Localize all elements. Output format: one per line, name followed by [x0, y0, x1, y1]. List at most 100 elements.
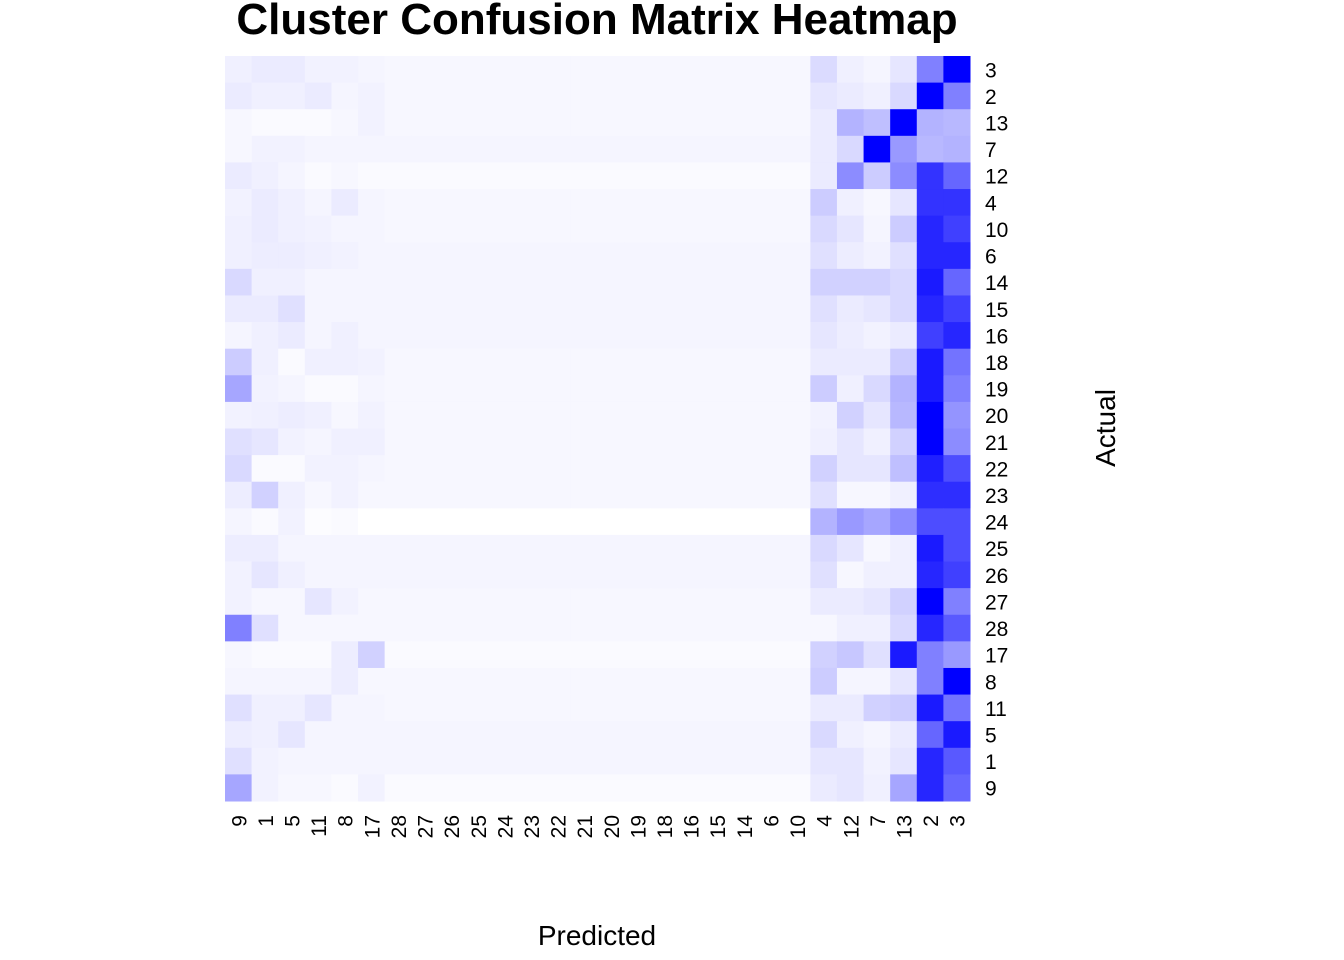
heatmap-cell	[677, 189, 705, 217]
heatmap-cell	[491, 401, 519, 429]
x-tick-label: 22	[548, 815, 571, 838]
y-tick-label: 9	[985, 778, 997, 801]
heatmap-cell	[570, 295, 598, 323]
heatmap-cell	[783, 242, 811, 270]
heatmap-cell	[384, 747, 412, 775]
heatmap-cell	[810, 694, 838, 722]
heatmap-cell	[411, 588, 439, 616]
heatmap-cell	[251, 614, 279, 642]
heatmap-cell	[943, 508, 971, 536]
heatmap-cell	[916, 242, 944, 270]
heatmap-cell	[278, 721, 306, 749]
heatmap-cell	[358, 481, 386, 509]
y-tick-label: 25	[985, 538, 1008, 561]
heatmap-cell	[943, 534, 971, 563]
heatmap-cell	[863, 401, 891, 429]
x-tick-label: 9	[228, 815, 251, 827]
heatmap-cell	[491, 428, 519, 456]
heatmap-cell	[464, 322, 492, 350]
heatmap-cell	[943, 481, 971, 509]
heatmap-cell	[703, 189, 732, 217]
heatmap-cell	[943, 375, 971, 403]
heatmap-cell	[304, 162, 332, 190]
heatmap-cell	[810, 375, 838, 403]
y-tick-label: 12	[985, 166, 1008, 189]
heatmap-cell	[331, 561, 359, 589]
heatmap-cell	[278, 109, 306, 137]
heatmap-cell	[916, 641, 944, 669]
heatmap-cell	[757, 428, 785, 456]
heatmap-cell	[730, 322, 758, 350]
heatmap-cell	[544, 774, 572, 802]
heatmap-cell	[836, 614, 865, 642]
y-tick-label: 11	[985, 698, 1007, 721]
heatmap-cell	[437, 561, 465, 589]
heatmap-cell	[331, 215, 359, 243]
heatmap-cell	[411, 215, 439, 243]
heatmap-cell	[943, 455, 971, 483]
heatmap-cell	[225, 322, 253, 350]
heatmap-cell	[597, 614, 625, 642]
heatmap-cell	[411, 667, 439, 696]
heatmap-cell	[570, 481, 598, 509]
heatmap-cell	[943, 401, 971, 429]
heatmap-cell	[437, 667, 465, 696]
heatmap-cell	[304, 348, 332, 376]
y-tick-label: 8	[985, 671, 997, 694]
heatmap-cell	[358, 561, 386, 589]
heatmap-cell	[703, 268, 732, 296]
heatmap-cell	[544, 109, 572, 137]
heatmap-cell	[358, 322, 386, 350]
heatmap-cell	[890, 774, 918, 802]
heatmap-cell	[544, 322, 572, 350]
heatmap-cell	[863, 109, 891, 137]
heatmap-cell	[863, 189, 891, 217]
heatmap-cell	[464, 162, 492, 190]
heatmap-cell	[331, 322, 359, 350]
heatmap-cell	[624, 375, 652, 403]
heatmap-cell	[570, 56, 598, 84]
heatmap-cell	[836, 82, 865, 110]
x-tick-label: 21	[574, 815, 597, 838]
heatmap-cell	[757, 588, 785, 616]
heatmap-cell	[544, 641, 572, 669]
heatmap-cell	[810, 774, 838, 802]
heatmap-cell	[757, 162, 785, 190]
heatmap-cell	[251, 242, 279, 270]
heatmap-cell	[890, 401, 918, 429]
heatmap-cell	[251, 481, 279, 509]
heatmap-cell	[810, 614, 838, 642]
heatmap-cell	[810, 135, 838, 163]
heatmap-cell	[358, 455, 386, 483]
heatmap-cell	[757, 614, 785, 642]
heatmap-cell	[384, 348, 412, 376]
heatmap-cell	[331, 641, 359, 669]
heatmap-cell	[783, 189, 811, 217]
heatmap-cell	[570, 268, 598, 296]
heatmap-cell	[331, 588, 359, 616]
heatmap-cell	[916, 747, 944, 775]
heatmap-cell	[863, 56, 891, 84]
heatmap-cell	[384, 774, 412, 802]
heatmap-cell	[251, 162, 279, 190]
heatmap-cell	[358, 588, 386, 616]
heatmap-cell	[836, 534, 865, 563]
heatmap-cell	[783, 215, 811, 243]
heatmap-cell	[757, 375, 785, 403]
heatmap-cell	[863, 534, 891, 563]
heatmap-cell	[916, 455, 944, 483]
heatmap-cell	[491, 455, 519, 483]
heatmap-cell	[863, 694, 891, 722]
heatmap-cell	[890, 109, 918, 137]
heatmap-cell	[757, 481, 785, 509]
heatmap-cell	[943, 162, 971, 190]
y-tick-labels: 3213712410614151618192021222324252627281…	[985, 59, 1009, 800]
heatmap-cell	[384, 82, 412, 110]
heatmap-cell	[251, 348, 279, 376]
heatmap-cell	[810, 561, 838, 589]
heatmap-cell	[437, 455, 465, 483]
heatmap-cell	[730, 428, 758, 456]
heatmap-cell	[384, 242, 412, 270]
heatmap-cell	[730, 268, 758, 296]
heatmap-cell	[757, 82, 785, 110]
